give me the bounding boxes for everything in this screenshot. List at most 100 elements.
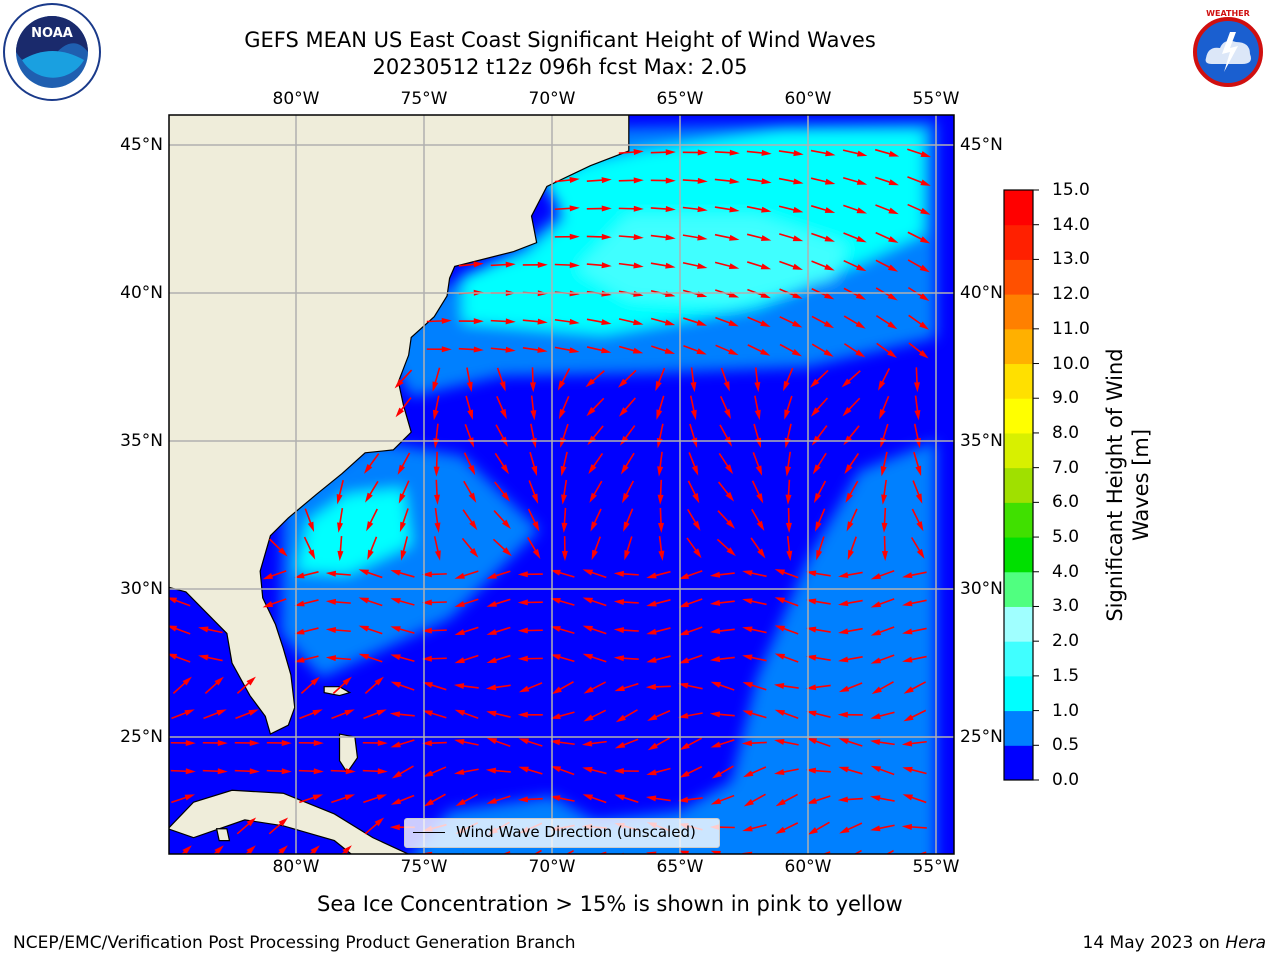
lat-label-right: 40°N [960,283,1003,303]
arrow-head [774,625,786,632]
arrow-head [806,710,817,717]
wave-direction-arrow [785,479,792,505]
arrow-head [585,378,596,388]
arrow-head [473,261,484,268]
footer-date-text: 14 May 2023 on [1082,933,1226,953]
wave-direction-arrow [561,479,568,505]
arrow-head [278,817,289,827]
wave-direction-arrow [778,177,804,185]
arrow-head [709,571,721,578]
wave-direction-arrow [785,451,792,477]
arrow-head [658,550,665,561]
wave-direction-arrow [709,711,735,718]
wave-direction-arrow [337,536,344,562]
arrow-head [761,206,772,213]
arrow-head [550,569,561,576]
wave-direction-arrow [234,740,260,747]
wave-direction-arrow [683,317,708,326]
arrow-head [646,656,657,663]
wave-direction-arrow [561,536,568,562]
arrow-head [761,178,772,185]
wave-direction-arrow [875,259,899,272]
arrow-head [879,408,886,420]
arrow-head [169,653,178,660]
wave-direction-arrow [582,569,607,579]
arrow-head [345,768,356,775]
wave-direction-arrow [742,654,767,662]
arrow-head [581,740,593,747]
wave-direction-arrow [169,625,191,635]
arrow-head [825,150,836,157]
arrow-head [601,233,612,240]
wave-direction-arrow [454,738,479,746]
arrow-head [742,825,753,832]
arrow-head [902,600,913,607]
arrow-head [711,770,722,779]
wave-direction-arrow [466,367,473,393]
lon-label-top: 80°W [272,89,320,109]
arrow-head [729,178,740,185]
arrow-head [532,521,540,532]
wave-direction-arrow [298,740,324,747]
arrow-head [815,521,822,532]
wave-direction-arrow [421,571,447,578]
arrow-head [741,740,752,747]
arrow-head [614,794,625,801]
wave-direction-arrow [358,569,383,579]
colorbar-segment [1004,294,1033,330]
wave-direction-arrow [716,538,736,557]
arrow-head [838,738,849,745]
arrow-head [805,767,817,774]
wave-direction-arrow [294,599,319,607]
arrow-head [842,407,852,417]
arrow-head [485,767,497,774]
wave-direction-arrow [517,711,543,718]
wave-direction-arrow [779,260,803,270]
wave-direction-arrow [325,655,351,662]
arrow-head [468,464,476,476]
arrow-head [613,570,625,577]
wave-direction-arrow [678,626,703,636]
wave-direction-arrow [454,654,479,664]
arrow-head [307,521,315,533]
wave-direction-arrow [550,654,575,663]
arrow-head [870,795,881,802]
wave-direction-arrow [773,683,799,689]
wave-direction-arrow [454,709,479,719]
arrow-head [453,683,465,690]
wave-direction-arrow [774,597,799,607]
wave-direction-arrow [837,711,863,718]
wave-direction-arrow [875,231,899,243]
arrow-head [742,682,753,688]
arrow-head [486,710,497,717]
arrow-head [647,742,658,751]
arrow-head [214,676,224,686]
arrow-head [838,685,850,693]
arrow-head [281,768,292,775]
arrow-head [902,656,913,663]
arrow-head [517,711,528,718]
wave-direction-arrow [746,205,772,213]
arrow-head [601,177,612,184]
arrow-head [558,408,566,420]
wave-direction-arrow [303,536,316,560]
wave-direction-arrow [586,262,612,269]
arrow-head [367,549,374,561]
wave-direction-arrow [810,397,829,417]
wave-direction-arrow [806,795,831,804]
wave-direction-arrow [294,655,319,663]
arrow-head [262,601,274,608]
wave-direction-arrow [613,627,639,634]
wave-direction-arrow [806,710,831,718]
wave-direction-arrow [300,676,320,694]
wave-direction-arrow [682,261,708,269]
wave-direction-arrow [657,479,664,505]
wave-direction-arrow [213,845,224,854]
wave-direction-arrow [907,231,931,244]
wave-direction-arrow [775,793,798,807]
wave-direction-arrow [870,598,895,608]
arrow-head [365,492,373,503]
wave-direction-arrow [423,793,446,807]
colorbar-segment [1004,259,1033,295]
wave-direction-arrow [397,452,411,475]
